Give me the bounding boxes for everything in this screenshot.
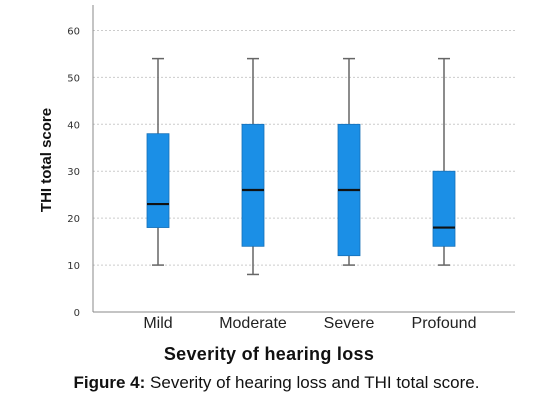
box-profound	[432, 57, 456, 266]
figure-caption-text: Severity of hearing loss and THI total s…	[145, 373, 480, 392]
box-mild	[146, 57, 170, 266]
x-tick-label: Severe	[324, 315, 375, 332]
figure-caption: Figure 4: Severity of hearing loss and T…	[0, 373, 553, 393]
iqr-box	[241, 123, 265, 247]
y-axis-label: THI total score	[38, 108, 55, 212]
x-tick-label: Moderate	[219, 315, 287, 332]
figure-caption-label: Figure 4:	[73, 373, 146, 392]
y-tick-labels: 0 10 20 30 40 50 60	[67, 26, 80, 319]
x-tick-label: Profound	[412, 315, 477, 332]
x-tick-label: Mild	[143, 315, 172, 332]
y-tick-label: 10	[67, 261, 80, 272]
axes	[92, 5, 515, 313]
x-tick-labels: Mild Moderate Severe Profound	[143, 315, 476, 332]
y-tick-label: 50	[67, 73, 80, 84]
box-severe	[337, 57, 361, 266]
y-tick-label: 30	[67, 167, 80, 178]
boxes	[146, 57, 456, 276]
iqr-box	[432, 170, 456, 247]
box-moderate	[241, 57, 265, 276]
y-tick-label: 40	[67, 120, 80, 131]
y-tick-label: 60	[67, 26, 80, 37]
x-axis-label: Severity of hearing loss	[164, 344, 374, 364]
y-tick-label: 0	[74, 308, 80, 319]
iqr-box	[146, 133, 170, 228]
box-plot-chart: 0 10 20 30 40 50 60 Mild Moderate Severe Profound…	[38, 5, 515, 364]
y-tick-label: 20	[67, 214, 80, 225]
